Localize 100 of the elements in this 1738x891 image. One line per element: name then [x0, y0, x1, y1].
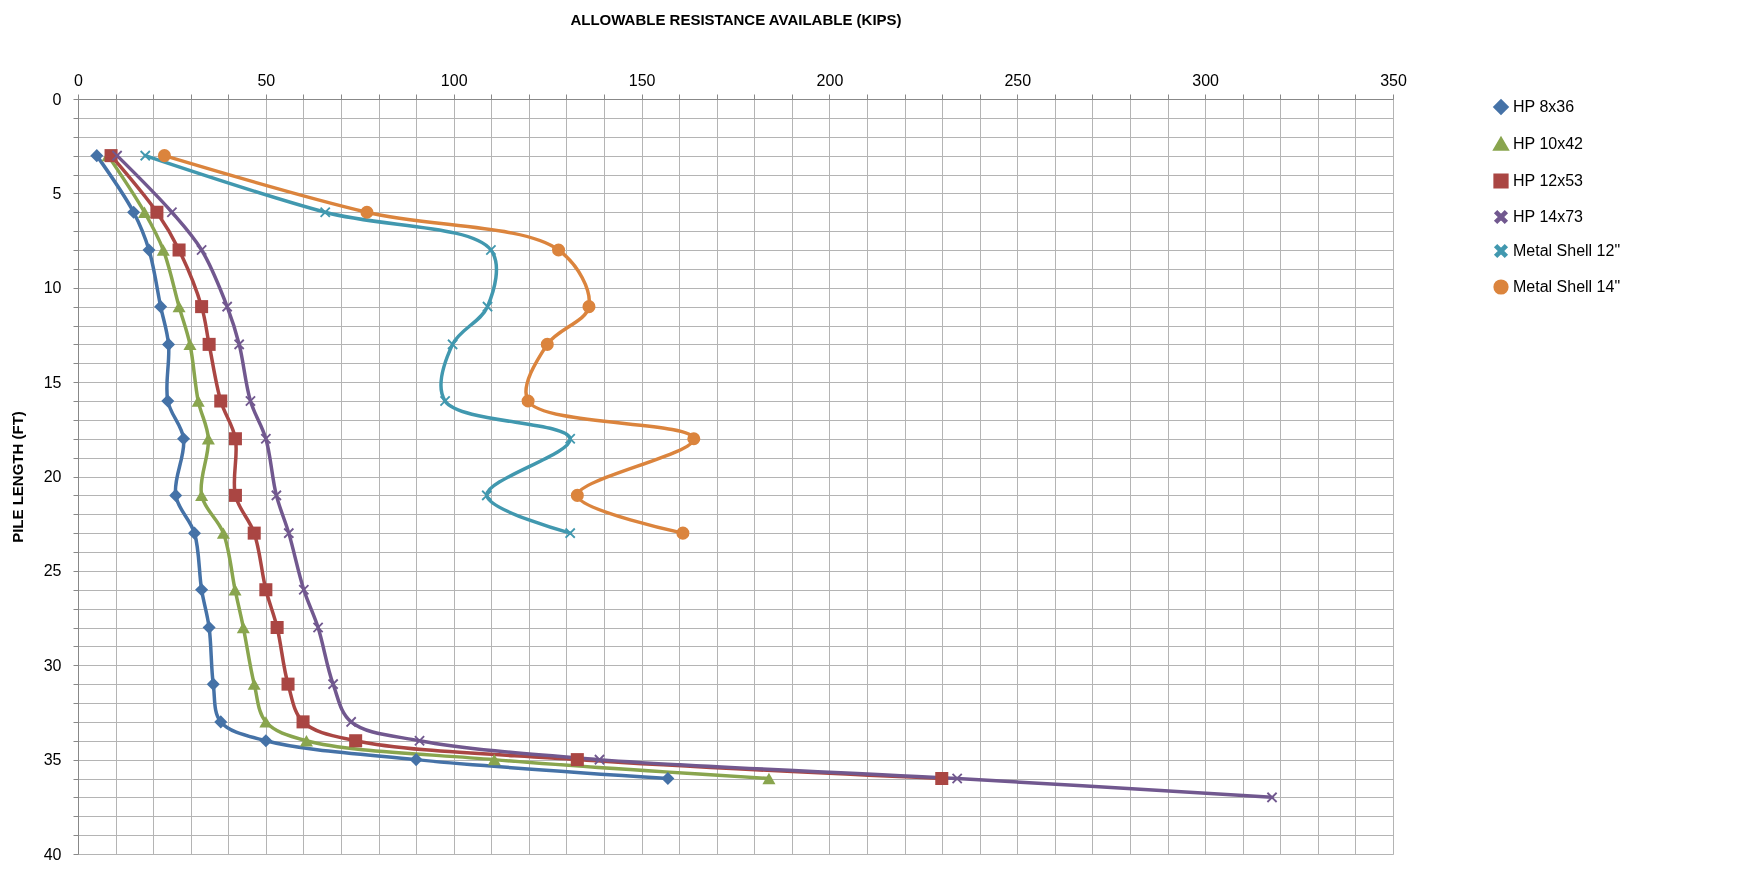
x-tick-label: 350: [1380, 71, 1407, 89]
y-tick-label: 40: [43, 845, 62, 863]
point: [142, 243, 156, 257]
point: [233, 339, 245, 350]
point: [687, 432, 701, 446]
point: [228, 432, 242, 446]
point: [195, 489, 209, 502]
point: [582, 300, 596, 314]
point: [140, 150, 151, 161]
point: [201, 433, 215, 445]
point: [281, 677, 295, 691]
point: [447, 339, 458, 350]
point: [202, 337, 216, 351]
point: [570, 753, 584, 767]
point: [259, 583, 273, 597]
point: [221, 301, 233, 312]
x-tick-label: 0: [74, 71, 84, 89]
point: [195, 300, 209, 314]
legend-label: HP 12x53: [1513, 172, 1584, 189]
point: [127, 205, 141, 219]
y-tick-label: 20: [43, 468, 62, 485]
point: [169, 488, 183, 502]
point: [247, 526, 261, 540]
point: [172, 300, 186, 313]
point: [564, 527, 576, 539]
point: [154, 300, 168, 314]
point: [195, 583, 209, 597]
point: [552, 243, 566, 257]
point: [349, 734, 363, 748]
point: [150, 205, 164, 219]
y-tick-label: 0: [52, 90, 62, 108]
point: [157, 149, 171, 163]
point: [228, 584, 242, 596]
point: [345, 716, 357, 728]
point: [259, 716, 273, 728]
point: [319, 207, 331, 218]
point: [570, 488, 584, 502]
point: [156, 244, 170, 256]
point: [162, 337, 176, 351]
point: [935, 771, 949, 786]
point: [296, 715, 310, 729]
point: [183, 338, 197, 351]
point: [172, 243, 186, 257]
point: [271, 490, 282, 501]
point: [762, 772, 776, 785]
point: [487, 753, 501, 766]
legend-label: HP 10x42: [1513, 135, 1584, 152]
point: [161, 394, 175, 408]
point: [216, 527, 230, 539]
point: [202, 620, 216, 635]
legend-label: Metal Shell 14": [1513, 278, 1621, 295]
point: [298, 584, 310, 595]
point: [247, 678, 261, 690]
point: [177, 432, 191, 446]
point: [260, 433, 272, 444]
legend-label: HP 8x36: [1513, 98, 1575, 115]
y-tick-label: 30: [43, 656, 62, 674]
y-tick-label: 10: [43, 279, 62, 297]
point: [327, 678, 339, 690]
point: [409, 753, 423, 767]
point: [540, 337, 554, 351]
x-tick-label: 150: [628, 71, 656, 89]
point: [228, 488, 242, 502]
point: [137, 206, 152, 218]
point: [521, 394, 535, 408]
point: [236, 621, 250, 634]
point: [90, 149, 104, 163]
point: [299, 735, 313, 747]
point: [259, 734, 273, 748]
point: [270, 620, 284, 635]
y-tick-label: 25: [43, 562, 62, 580]
y-tick-label: 35: [43, 751, 62, 769]
y-tick-label: 5: [52, 184, 62, 202]
point: [187, 526, 201, 540]
point: [283, 527, 295, 539]
x-tick-label: 300: [1192, 71, 1220, 89]
x-axis-title: ALLOWABLE RESISTANCE AVAILABLE (KIPS): [570, 10, 902, 28]
point: [414, 735, 425, 746]
point: [214, 715, 228, 729]
legend-label: Metal Shell 12": [1513, 242, 1621, 259]
point: [166, 207, 178, 218]
point: [485, 244, 497, 256]
y-tick-label: 15: [43, 373, 62, 391]
x-tick-label: 200: [816, 71, 844, 89]
point: [676, 526, 690, 540]
point: [191, 395, 205, 407]
x-tick-label: 250: [1004, 71, 1032, 89]
point: [214, 394, 228, 408]
x-tick-label: 100: [440, 71, 468, 89]
y-axis-title: PILE LENGTH (FT): [8, 411, 26, 543]
point: [564, 433, 576, 444]
point: [594, 754, 605, 765]
point: [481, 490, 493, 501]
x-tick-label: 50: [257, 71, 276, 89]
point: [661, 771, 675, 786]
point: [439, 395, 451, 407]
point: [482, 301, 493, 312]
legend-label: HP 14x73: [1513, 208, 1584, 225]
point: [360, 205, 374, 219]
point: [206, 677, 220, 691]
